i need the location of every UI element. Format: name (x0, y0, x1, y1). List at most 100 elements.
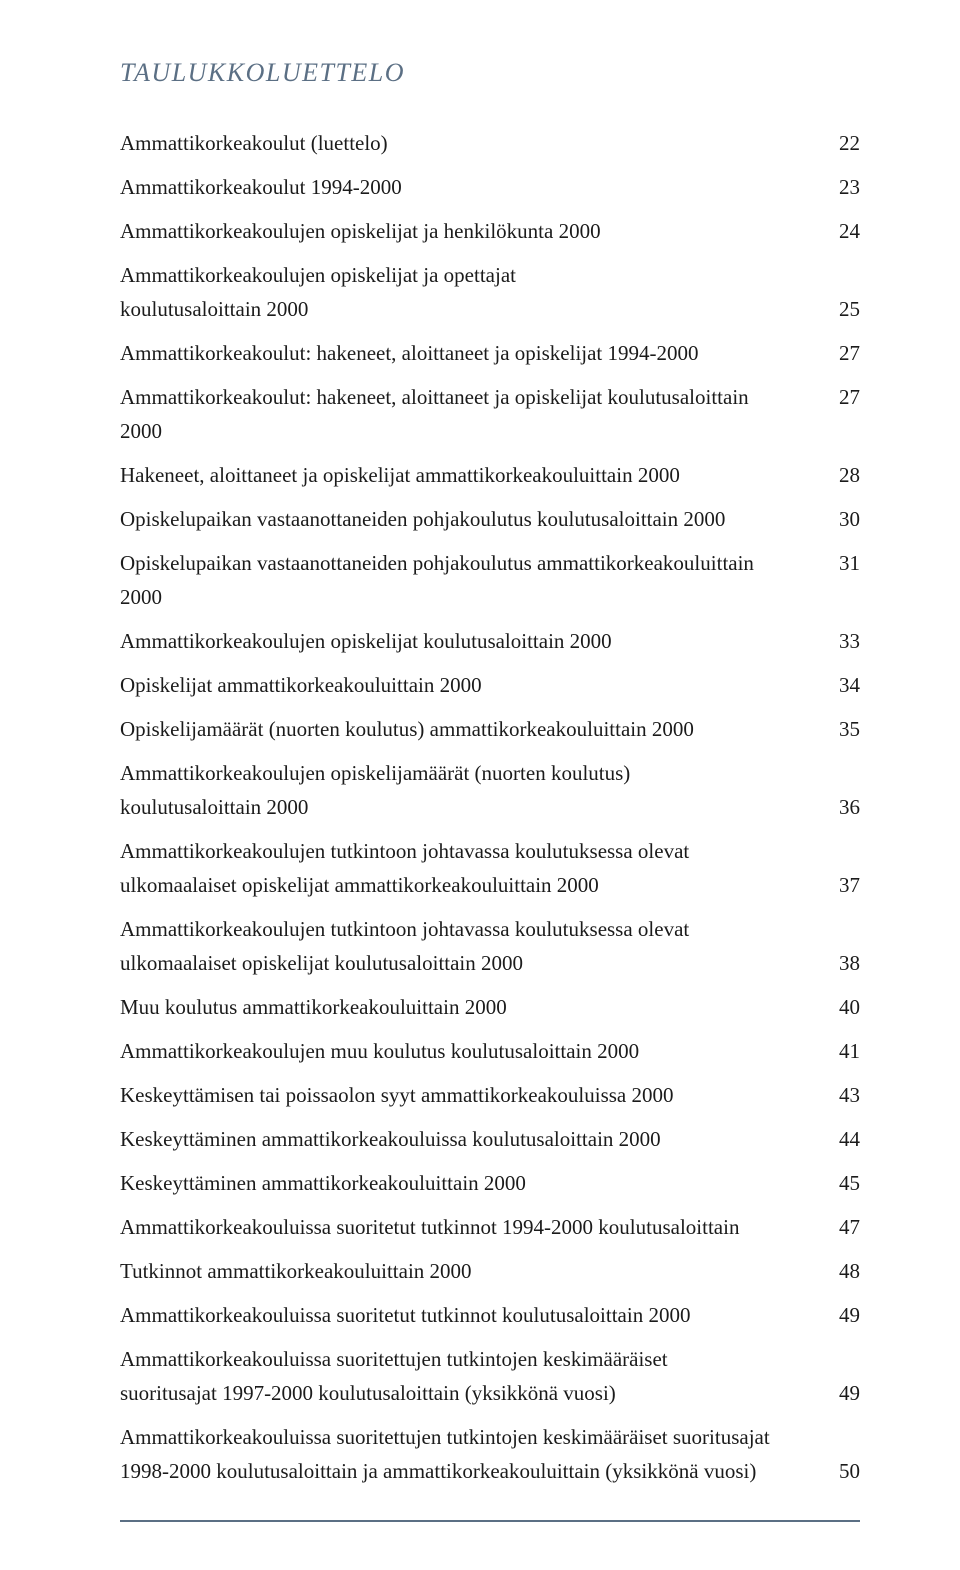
toc-page-number: 43 (800, 1078, 860, 1112)
toc-label: Tutkinnot ammattikorkeakouluittain 2000 (120, 1254, 800, 1288)
toc-entry: Ammattikorkeakouluissa suoritetut tutkin… (120, 1298, 860, 1332)
toc-label: Ammattikorkeakoulujen opiskelijat koulut… (120, 624, 800, 658)
toc-entry: Ammattikorkeakoulujen opiskelijat ja ope… (120, 258, 860, 326)
toc-entry: Ammattikorkeakouluissa suoritettujen tut… (120, 1420, 860, 1488)
toc-page-number: 37 (800, 868, 860, 902)
toc-row: ulkomaalaiset opiskelijat koulutusaloitt… (120, 946, 860, 980)
toc-page-number: 25 (800, 292, 860, 326)
toc-label: ulkomaalaiset opiskelijat ammattikorkeak… (120, 868, 800, 902)
toc-label: Ammattikorkeakoulujen tutkintoon johtava… (120, 834, 800, 868)
toc-entry: Ammattikorkeakoulujen tutkintoon johtava… (120, 912, 860, 980)
toc-page-number: 31 (800, 546, 860, 580)
toc-row: Tutkinnot ammattikorkeakouluittain 20004… (120, 1254, 860, 1288)
toc-page-number: 22 (800, 126, 860, 160)
toc-entry: Keskeyttäminen ammattikorkeakouluissa ko… (120, 1122, 860, 1156)
toc-row: Opiskelupaikan vastaanottaneiden pohjako… (120, 546, 860, 614)
toc-entry: Opiskelijat ammattikorkeakouluittain 200… (120, 668, 860, 702)
toc-row: Ammattikorkeakoulujen tutkintoon johtava… (120, 834, 860, 868)
toc-entry: Keskeyttäminen ammattikorkeakouluittain … (120, 1166, 860, 1200)
toc-page-number: 28 (800, 458, 860, 492)
toc-page-number: 41 (800, 1034, 860, 1068)
toc-label: koulutusaloittain 2000 (120, 790, 800, 824)
toc-row: 1998-2000 koulutusaloittain ja ammattiko… (120, 1454, 860, 1488)
toc-row: ulkomaalaiset opiskelijat ammattikorkeak… (120, 868, 860, 902)
toc-entry: Opiskelupaikan vastaanottaneiden pohjako… (120, 546, 860, 614)
toc-row: Muu koulutus ammattikorkeakouluittain 20… (120, 990, 860, 1024)
toc-label: Ammattikorkeakoulut 1994-2000 (120, 170, 800, 204)
toc-label: Keskeyttäminen ammattikorkeakouluittain … (120, 1166, 800, 1200)
toc-entry: Ammattikorkeakouluissa suoritetut tutkin… (120, 1210, 860, 1244)
toc-row: Opiskelijamäärät (nuorten koulutus) amma… (120, 712, 860, 746)
toc-entry: Ammattikorkeakouluissa suoritettujen tut… (120, 1342, 860, 1410)
toc-row: Keskeyttäminen ammattikorkeakouluissa ko… (120, 1122, 860, 1156)
toc-page-number: 35 (800, 712, 860, 746)
toc-row: Ammattikorkeakouluissa suoritettujen tut… (120, 1420, 860, 1454)
toc-row: Ammattikorkeakoulujen opiskelijamäärät (… (120, 756, 860, 790)
toc-entry: Ammattikorkeakoulut: hakeneet, aloittane… (120, 380, 860, 448)
toc-row: Ammattikorkeakoulut: hakeneet, aloittane… (120, 336, 860, 370)
toc-row: Ammattikorkeakouluissa suoritetut tutkin… (120, 1210, 860, 1244)
toc-entry: Ammattikorkeakoulut 1994-200023 (120, 170, 860, 204)
toc-page-number: 49 (800, 1298, 860, 1332)
toc-page-number: 30 (800, 502, 860, 536)
toc-entry: Hakeneet, aloittaneet ja opiskelijat amm… (120, 458, 860, 492)
toc-label: Hakeneet, aloittaneet ja opiskelijat amm… (120, 458, 800, 492)
toc-label: Ammattikorkeakoulujen tutkintoon johtava… (120, 912, 800, 946)
toc-entry: Ammattikorkeakoulujen muu koulutus koulu… (120, 1034, 860, 1068)
toc-entry: Ammattikorkeakoulujen opiskelijamäärät (… (120, 756, 860, 824)
toc-page-number: 27 (800, 380, 860, 414)
toc-page-number: 49 (800, 1376, 860, 1410)
toc-page-number: 36 (800, 790, 860, 824)
toc-row: Ammattikorkeakoulujen opiskelijat ja hen… (120, 214, 860, 248)
toc-page-number: 23 (800, 170, 860, 204)
toc-row: Ammattikorkeakoulut: hakeneet, aloittane… (120, 380, 860, 448)
toc-entry: Ammattikorkeakoulut (luettelo)22 (120, 126, 860, 160)
toc-label: ulkomaalaiset opiskelijat koulutusaloitt… (120, 946, 800, 980)
heading-taulukkoluettelo: TAULUKKOLUETTELO (120, 58, 860, 88)
toc-entry: Opiskelupaikan vastaanottaneiden pohjako… (120, 502, 860, 536)
toc-row: Ammattikorkeakoulujen opiskelijat ja ope… (120, 258, 860, 292)
toc-label: Ammattikorkeakouluissa suoritetut tutkin… (120, 1210, 800, 1244)
toc-page-number: 45 (800, 1166, 860, 1200)
toc-entry: Tutkinnot ammattikorkeakouluittain 20004… (120, 1254, 860, 1288)
toc-page-number: 27 (800, 336, 860, 370)
toc-page-number: 47 (800, 1210, 860, 1244)
toc-row: Hakeneet, aloittaneet ja opiskelijat amm… (120, 458, 860, 492)
toc-page-number: 38 (800, 946, 860, 980)
toc-label: Ammattikorkeakoulut (luettelo) (120, 126, 800, 160)
toc-row: koulutusaloittain 200025 (120, 292, 860, 326)
toc-label: Ammattikorkeakouluissa suoritettujen tut… (120, 1420, 800, 1454)
toc-label: Muu koulutus ammattikorkeakouluittain 20… (120, 990, 800, 1024)
toc-page-number: 34 (800, 668, 860, 702)
toc-row: Keskeyttäminen ammattikorkeakouluittain … (120, 1166, 860, 1200)
toc-page-number: 33 (800, 624, 860, 658)
toc-label: Ammattikorkeakoulujen opiskelijamäärät (… (120, 756, 800, 790)
toc-row: Ammattikorkeakoulujen muu koulutus koulu… (120, 1034, 860, 1068)
toc-row: Ammattikorkeakouluissa suoritetut tutkin… (120, 1298, 860, 1332)
toc-label: koulutusaloittain 2000 (120, 292, 800, 326)
toc-entry: Ammattikorkeakoulujen opiskelijat koulut… (120, 624, 860, 658)
toc-label: Opiskelupaikan vastaanottaneiden pohjako… (120, 546, 800, 614)
toc-label: suoritusajat 1997-2000 koulutusaloittain… (120, 1376, 800, 1410)
toc-label: Opiskelupaikan vastaanottaneiden pohjako… (120, 502, 800, 536)
toc-page-number: 44 (800, 1122, 860, 1156)
toc-label: Keskeyttäminen ammattikorkeakouluissa ko… (120, 1122, 800, 1156)
toc-page-number: 48 (800, 1254, 860, 1288)
toc-label: Keskeyttämisen tai poissaolon syyt ammat… (120, 1078, 800, 1112)
toc-label: Opiskelijamäärät (nuorten koulutus) amma… (120, 712, 800, 746)
toc-label: Opiskelijat ammattikorkeakouluittain 200… (120, 668, 800, 702)
toc-label: Ammattikorkeakoulut: hakeneet, aloittane… (120, 380, 800, 448)
toc-row: Opiskelijat ammattikorkeakouluittain 200… (120, 668, 860, 702)
toc-page-number: 40 (800, 990, 860, 1024)
toc-row: Ammattikorkeakoulujen opiskelijat koulut… (120, 624, 860, 658)
toc-label: 1998-2000 koulutusaloittain ja ammattiko… (120, 1454, 800, 1488)
toc-label: Ammattikorkeakoulujen muu koulutus koulu… (120, 1034, 800, 1068)
toc-entry: Opiskelijamäärät (nuorten koulutus) amma… (120, 712, 860, 746)
toc-entry: Ammattikorkeakoulut: hakeneet, aloittane… (120, 336, 860, 370)
toc-label: Ammattikorkeakoulujen opiskelijat ja hen… (120, 214, 800, 248)
toc-row: suoritusajat 1997-2000 koulutusaloittain… (120, 1376, 860, 1410)
toc-row: Ammattikorkeakoulujen tutkintoon johtava… (120, 912, 860, 946)
page: TAULUKKOLUETTELO Ammattikorkeakoulut (lu… (0, 0, 960, 1570)
toc-row: Ammattikorkeakoulut (luettelo)22 (120, 126, 860, 160)
toc-label: Ammattikorkeakoulut: hakeneet, aloittane… (120, 336, 800, 370)
